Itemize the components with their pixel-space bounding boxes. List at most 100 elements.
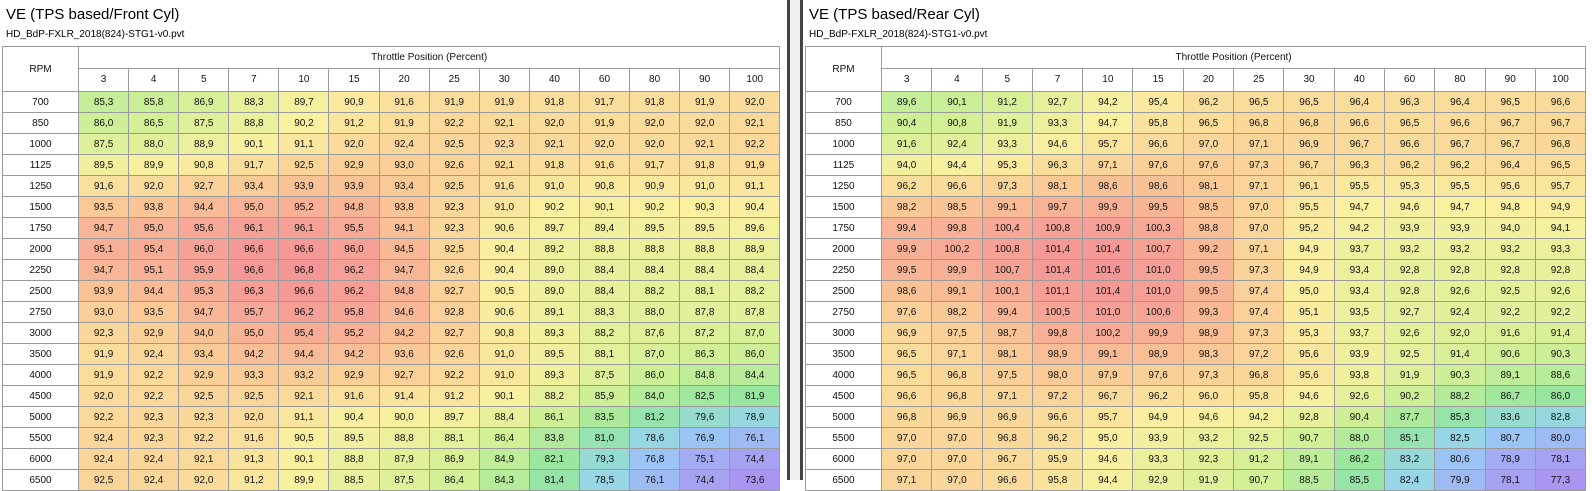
ve-cell[interactable]: 88,0 — [128, 133, 180, 155]
ve-cell[interactable]: 94,7 — [1082, 112, 1134, 134]
ve-cell[interactable]: 96,9 — [931, 406, 983, 428]
ve-cell[interactable]: 97,1 — [1233, 133, 1285, 155]
ve-cell[interactable]: 97,3 — [1233, 154, 1285, 176]
ve-cell[interactable]: 89,9 — [278, 469, 330, 491]
ve-cell[interactable]: 95,3 — [178, 280, 230, 302]
ve-cell[interactable]: 96,6 — [1534, 91, 1587, 113]
ve-cell[interactable]: 91,7 — [578, 91, 631, 113]
column-header[interactable]: 80 — [629, 67, 681, 93]
ve-cell[interactable]: 96,8 — [981, 427, 1033, 449]
row-header[interactable]: 3000 — [2, 322, 79, 344]
ve-cell[interactable]: 88,4 — [679, 259, 731, 281]
ve-cell[interactable]: 96,6 — [1383, 133, 1436, 155]
ve-cell[interactable]: 90,7 — [1283, 427, 1335, 449]
ve-cell[interactable]: 96,6 — [1434, 112, 1486, 134]
ve-cell[interactable]: 93,4 — [1333, 259, 1385, 281]
column-header[interactable]: 100 — [1534, 67, 1587, 93]
row-header[interactable]: 6500 — [805, 469, 882, 491]
row-header[interactable]: 2000 — [805, 238, 882, 260]
ve-cell[interactable]: 92,9 — [328, 364, 380, 386]
row-header[interactable]: 5000 — [805, 406, 882, 428]
ve-cell[interactable]: 97,6 — [1182, 154, 1235, 176]
row-header[interactable]: 1750 — [805, 217, 882, 239]
ve-cell[interactable]: 96,8 — [880, 406, 933, 428]
ve-cell[interactable]: 96,8 — [1233, 112, 1285, 134]
ve-cell[interactable]: 86,1 — [528, 406, 580, 428]
ve-cell[interactable]: 90,4 — [478, 238, 530, 260]
ve-cell[interactable]: 90,1 — [278, 448, 330, 470]
row-header[interactable]: 4000 — [805, 364, 882, 386]
ve-cell[interactable]: 96,2 — [1434, 154, 1486, 176]
ve-cell[interactable]: 96,5 — [1383, 112, 1436, 134]
ve-cell[interactable]: 97,6 — [1132, 364, 1184, 386]
ve-cell[interactable]: 88,4 — [578, 280, 631, 302]
ve-cell[interactable]: 99,3 — [1182, 301, 1235, 323]
ve-cell[interactable]: 92,1 — [278, 385, 330, 407]
ve-cell[interactable]: 93,2 — [1383, 238, 1436, 260]
ve-cell[interactable]: 97,1 — [1082, 154, 1134, 176]
ve-cell[interactable]: 92,8 — [428, 301, 480, 323]
row-header[interactable]: 1250 — [2, 175, 79, 197]
ve-cell[interactable]: 89,0 — [528, 259, 580, 281]
ve-cell[interactable]: 99,2 — [1182, 238, 1235, 260]
ve-cell[interactable]: 99,9 — [1132, 322, 1184, 344]
row-header[interactable]: 1125 — [2, 154, 79, 176]
ve-cell[interactable]: 95,0 — [1283, 280, 1335, 302]
ve-cell[interactable]: 99,8 — [931, 217, 983, 239]
ve-cell[interactable]: 88,2 — [578, 322, 631, 344]
ve-cell[interactable]: 96,2 — [1132, 385, 1184, 407]
ve-cell[interactable]: 96,1 — [278, 217, 330, 239]
ve-cell[interactable]: 92,0 — [178, 469, 230, 491]
ve-cell[interactable]: 82,1 — [528, 448, 580, 470]
row-header[interactable]: 1500 — [2, 196, 79, 218]
ve-cell[interactable]: 79,6 — [679, 406, 731, 428]
ve-cell[interactable]: 92,0 — [128, 175, 180, 197]
ve-cell[interactable]: 96,8 — [1534, 133, 1587, 155]
ve-cell[interactable]: 94,1 — [378, 217, 430, 239]
ve-cell[interactable]: 99,5 — [880, 259, 933, 281]
ve-cell[interactable]: 94,7 — [77, 217, 130, 239]
ve-cell[interactable]: 98,9 — [1031, 343, 1084, 365]
ve-cell[interactable]: 95,9 — [178, 259, 230, 281]
ve-cell[interactable]: 96,7 — [1333, 133, 1385, 155]
ve-cell[interactable]: 88,2 — [729, 280, 781, 302]
ve-cell[interactable]: 89,5 — [528, 343, 580, 365]
ve-cell[interactable]: 93,5 — [77, 196, 130, 218]
row-header[interactable]: 5500 — [2, 427, 79, 449]
ve-cell[interactable]: 88,5 — [328, 469, 380, 491]
ve-cell[interactable]: 89,3 — [528, 322, 580, 344]
ve-cell[interactable]: 91,9 — [981, 112, 1033, 134]
ve-cell[interactable]: 88,2 — [1434, 385, 1486, 407]
ve-cell[interactable]: 90,8 — [931, 112, 983, 134]
row-header[interactable]: 5000 — [2, 406, 79, 428]
ve-cell[interactable]: 89,9 — [128, 154, 180, 176]
ve-cell[interactable]: 78,9 — [729, 406, 781, 428]
ve-cell[interactable]: 92,2 — [77, 406, 130, 428]
ve-cell[interactable]: 96,3 — [1031, 154, 1084, 176]
ve-cell[interactable]: 90,4 — [880, 112, 933, 134]
ve-cell[interactable]: 99,7 — [1031, 196, 1084, 218]
ve-cell[interactable]: 96,6 — [981, 469, 1033, 491]
row-header[interactable]: 2750 — [2, 301, 79, 323]
ve-cell[interactable]: 96,0 — [178, 238, 230, 260]
ve-cell[interactable]: 93,2 — [1182, 427, 1235, 449]
ve-cell[interactable]: 96,5 — [880, 364, 933, 386]
ve-cell[interactable]: 92,1 — [528, 133, 580, 155]
ve-cell[interactable]: 92,2 — [1534, 301, 1587, 323]
ve-cell[interactable]: 85,3 — [77, 91, 130, 113]
ve-cell[interactable]: 100,8 — [981, 238, 1033, 260]
ve-cell[interactable]: 91,6 — [228, 427, 280, 449]
row-header[interactable]: 1500 — [805, 196, 882, 218]
ve-cell[interactable]: 74,4 — [729, 448, 781, 470]
ve-cell[interactable]: 98,2 — [880, 196, 933, 218]
ve-cell[interactable]: 87,0 — [629, 343, 681, 365]
row-header[interactable]: 1750 — [2, 217, 79, 239]
ve-cell[interactable]: 92,4 — [128, 343, 180, 365]
ve-cell[interactable]: 90,3 — [1434, 364, 1486, 386]
ve-cell[interactable]: 98,9 — [1132, 343, 1184, 365]
ve-cell[interactable]: 85,1 — [1383, 427, 1436, 449]
ve-cell[interactable]: 92,6 — [428, 154, 480, 176]
ve-cell[interactable]: 80,0 — [1534, 427, 1587, 449]
ve-cell[interactable]: 100,3 — [1132, 217, 1184, 239]
ve-cell[interactable]: 94,2 — [228, 343, 280, 365]
